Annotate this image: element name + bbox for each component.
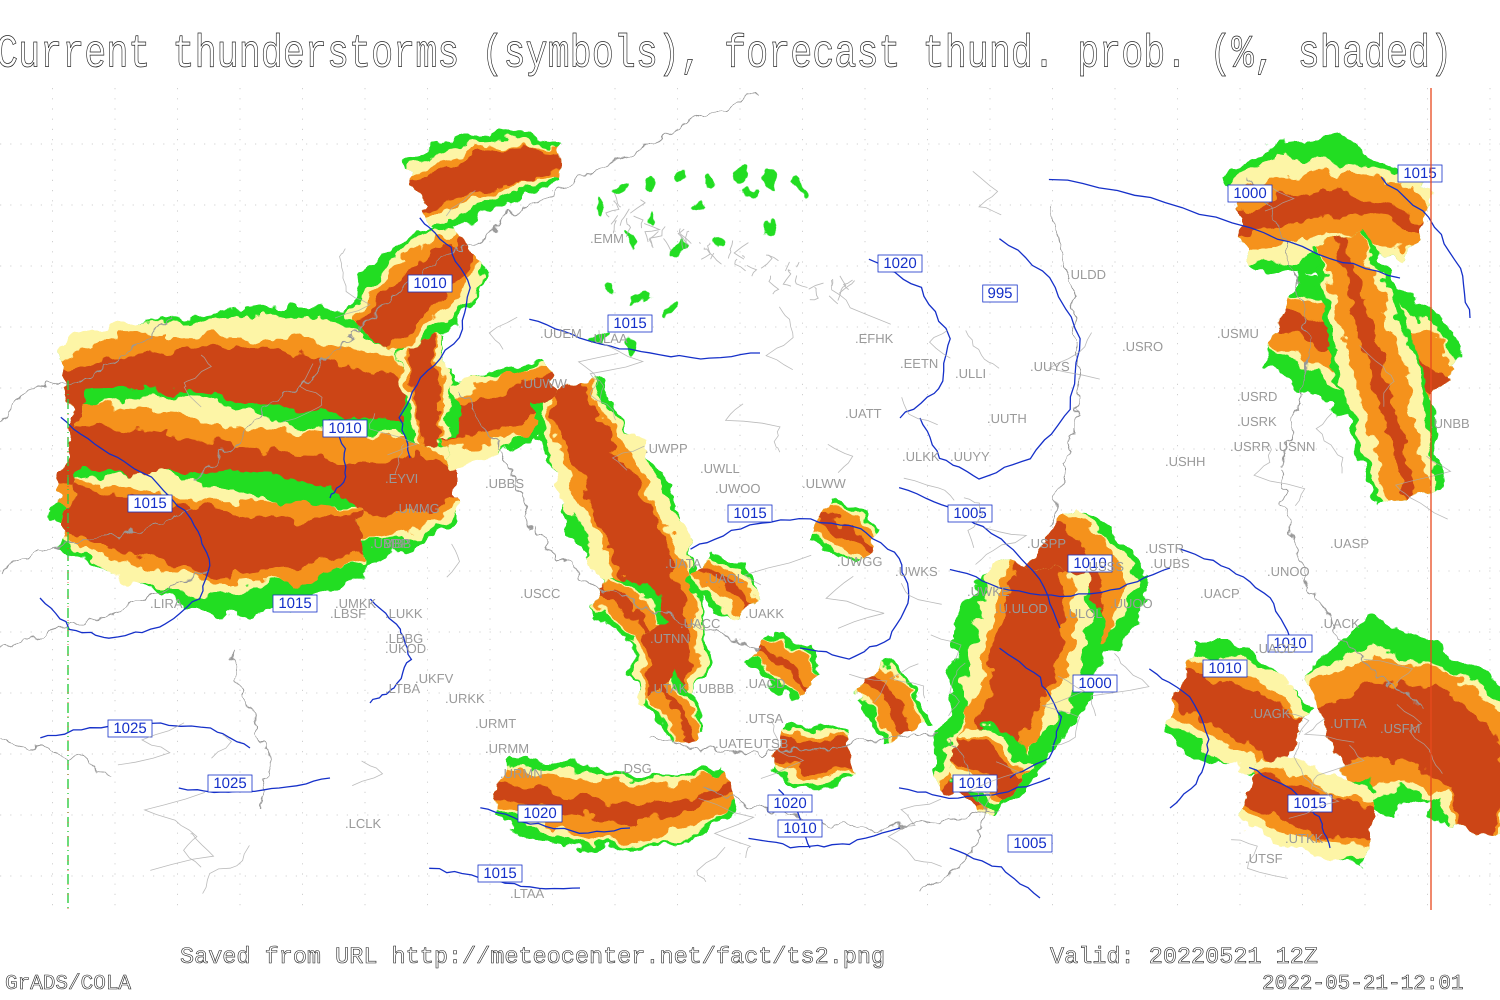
svg-text:.UBBS: .UBBS bbox=[485, 476, 524, 491]
svg-text:.ULDD: .ULDD bbox=[1067, 267, 1106, 282]
svg-text:.UATA: .UATA bbox=[665, 556, 702, 571]
svg-text:.EETN: .EETN bbox=[900, 356, 938, 371]
svg-text:.UNBB: .UNBB bbox=[1430, 416, 1470, 431]
svg-text:.USMU: .USMU bbox=[1217, 326, 1259, 341]
svg-text:.ULWW: .ULWW bbox=[802, 476, 847, 491]
svg-text:.URMT: .URMT bbox=[475, 716, 516, 731]
svg-text:.UTNN: .UTNN bbox=[650, 631, 690, 646]
svg-text:1015: 1015 bbox=[133, 495, 166, 512]
svg-text:.UASP: .UASP bbox=[1330, 536, 1369, 551]
svg-text:.UUTH: .UUTH bbox=[987, 411, 1027, 426]
svg-text:.LTAA: .LTAA bbox=[510, 886, 545, 901]
svg-text:.UUEM: .UUEM bbox=[540, 326, 582, 341]
svg-text:.UWKE: .UWKE bbox=[967, 584, 1010, 599]
svg-text:995: 995 bbox=[987, 285, 1012, 302]
svg-text:.UUYS: .UUYS bbox=[1030, 359, 1070, 374]
svg-text:1000: 1000 bbox=[1233, 185, 1266, 202]
svg-text:1015: 1015 bbox=[1293, 795, 1326, 812]
svg-text:.UAGK: .UAGK bbox=[1250, 706, 1291, 721]
svg-text:1005: 1005 bbox=[953, 505, 986, 522]
svg-text:.USFM: .USFM bbox=[1380, 721, 1420, 736]
svg-text:.UATE: .UATE bbox=[715, 736, 753, 751]
svg-text:.LBBG: .LBBG bbox=[385, 631, 423, 646]
svg-text:.UUBS: .UUBS bbox=[1150, 556, 1190, 571]
svg-text:.USRO: .USRO bbox=[1122, 339, 1163, 354]
svg-text:1020: 1020 bbox=[523, 805, 556, 822]
svg-text:1010: 1010 bbox=[413, 275, 446, 292]
svg-text:1005: 1005 bbox=[1013, 835, 1046, 852]
svg-text:.UUWW: .UUWW bbox=[520, 376, 568, 391]
svg-text:.USTR: .USTR bbox=[1145, 541, 1184, 556]
svg-text:.UACD: .UACD bbox=[745, 676, 785, 691]
svg-text:.UACK: .UACK bbox=[1320, 616, 1360, 631]
svg-text:.USRK: .USRK bbox=[1237, 414, 1277, 429]
svg-text:1010: 1010 bbox=[783, 820, 816, 837]
svg-text:.USRD: .USRD bbox=[1237, 389, 1277, 404]
svg-text:.UNOO: .UNOO bbox=[1267, 564, 1310, 579]
svg-text:.UACC: .UACC bbox=[680, 616, 720, 631]
svg-text:.UAKK: .UAKK bbox=[745, 606, 784, 621]
svg-text:.UBBB: .UBBB bbox=[695, 681, 734, 696]
svg-text:1010: 1010 bbox=[328, 420, 361, 437]
svg-text:1025: 1025 bbox=[113, 720, 146, 737]
svg-text:.UWOO: .UWOO bbox=[715, 481, 761, 496]
svg-text:.EMM: .EMM bbox=[590, 231, 624, 246]
svg-text:.UWLL: .UWLL bbox=[700, 461, 740, 476]
svg-text:.UKFV: .UKFV bbox=[415, 671, 454, 686]
svg-text:1015: 1015 bbox=[613, 315, 646, 332]
svg-text:.UBBP: .UBBP bbox=[370, 536, 409, 551]
svg-text:.UTAK: .UTAK bbox=[650, 681, 688, 696]
svg-text:.USHH: .USHH bbox=[1165, 454, 1205, 469]
svg-text:.LBSF: .LBSF bbox=[330, 606, 366, 621]
svg-text:.EFHK: .EFHK bbox=[855, 331, 894, 346]
svg-text:.UAOD: .UAOD bbox=[1255, 641, 1296, 656]
svg-text:.USRR: .USRR bbox=[1230, 439, 1270, 454]
svg-text:.UTSB: .UTSB bbox=[750, 736, 788, 751]
svg-text:.USPP: .USPP bbox=[1027, 536, 1066, 551]
svg-text:.UWKS: .UWKS bbox=[895, 564, 938, 579]
svg-text:.ULOL: .ULOL bbox=[1065, 606, 1103, 621]
svg-text:.UUYY: .UUYY bbox=[950, 449, 990, 464]
svg-text:.UMMG: .UMMG bbox=[395, 501, 440, 516]
svg-text:.EYVI: .EYVI bbox=[385, 471, 418, 486]
svg-text:.USNN: .USNN bbox=[1275, 439, 1315, 454]
svg-text:.URMM: .URMM bbox=[485, 741, 529, 756]
svg-text:.UTKK: .UTKK bbox=[1285, 831, 1324, 846]
svg-text:.UTSF: .UTSF bbox=[1245, 851, 1283, 866]
svg-text:1025: 1025 bbox=[213, 775, 246, 792]
svg-text:.URMN: .URMN bbox=[500, 766, 543, 781]
svg-text:.UTSA: .UTSA bbox=[745, 711, 784, 726]
svg-text:.UWPP: .UWPP bbox=[645, 441, 688, 456]
svg-text:.UATT: .UATT bbox=[845, 406, 882, 421]
svg-text:.UACP: .UACP bbox=[1200, 586, 1240, 601]
svg-text:1015: 1015 bbox=[483, 865, 516, 882]
svg-text:.ULLI: .ULLI bbox=[955, 366, 986, 381]
svg-text:1020: 1020 bbox=[773, 795, 806, 812]
svg-text:.UTTA: .UTTA bbox=[1330, 716, 1367, 731]
svg-text:.UWGG: .UWGG bbox=[837, 554, 883, 569]
svg-text:.USSS: .USSS bbox=[1085, 559, 1124, 574]
svg-text:.LUKK: .LUKK bbox=[385, 606, 423, 621]
svg-text:.URKK: .URKK bbox=[445, 691, 485, 706]
svg-text:.LCLK: .LCLK bbox=[345, 816, 381, 831]
svg-text:.DSG: .DSG bbox=[620, 761, 652, 776]
svg-text:.U.ULOD: .U.ULOD bbox=[995, 601, 1048, 616]
svg-text:1010: 1010 bbox=[1208, 660, 1241, 677]
svg-text:1015: 1015 bbox=[278, 595, 311, 612]
svg-text:.UAOL: .UAOL bbox=[705, 571, 744, 586]
svg-text:.LIRA: .LIRA bbox=[150, 596, 183, 611]
svg-text:.ULAA: .ULAA bbox=[590, 331, 628, 346]
svg-text:1000: 1000 bbox=[1078, 675, 1111, 692]
svg-text:1015: 1015 bbox=[733, 505, 766, 522]
svg-text:.UUOO: .UUOO bbox=[1110, 596, 1153, 611]
svg-text:.USCC: .USCC bbox=[520, 586, 560, 601]
svg-text:.ULKK: .ULKK bbox=[902, 449, 940, 464]
svg-text:1020: 1020 bbox=[883, 255, 916, 272]
svg-text:.LTBA: .LTBA bbox=[385, 681, 420, 696]
svg-text:1015: 1015 bbox=[1403, 165, 1436, 182]
